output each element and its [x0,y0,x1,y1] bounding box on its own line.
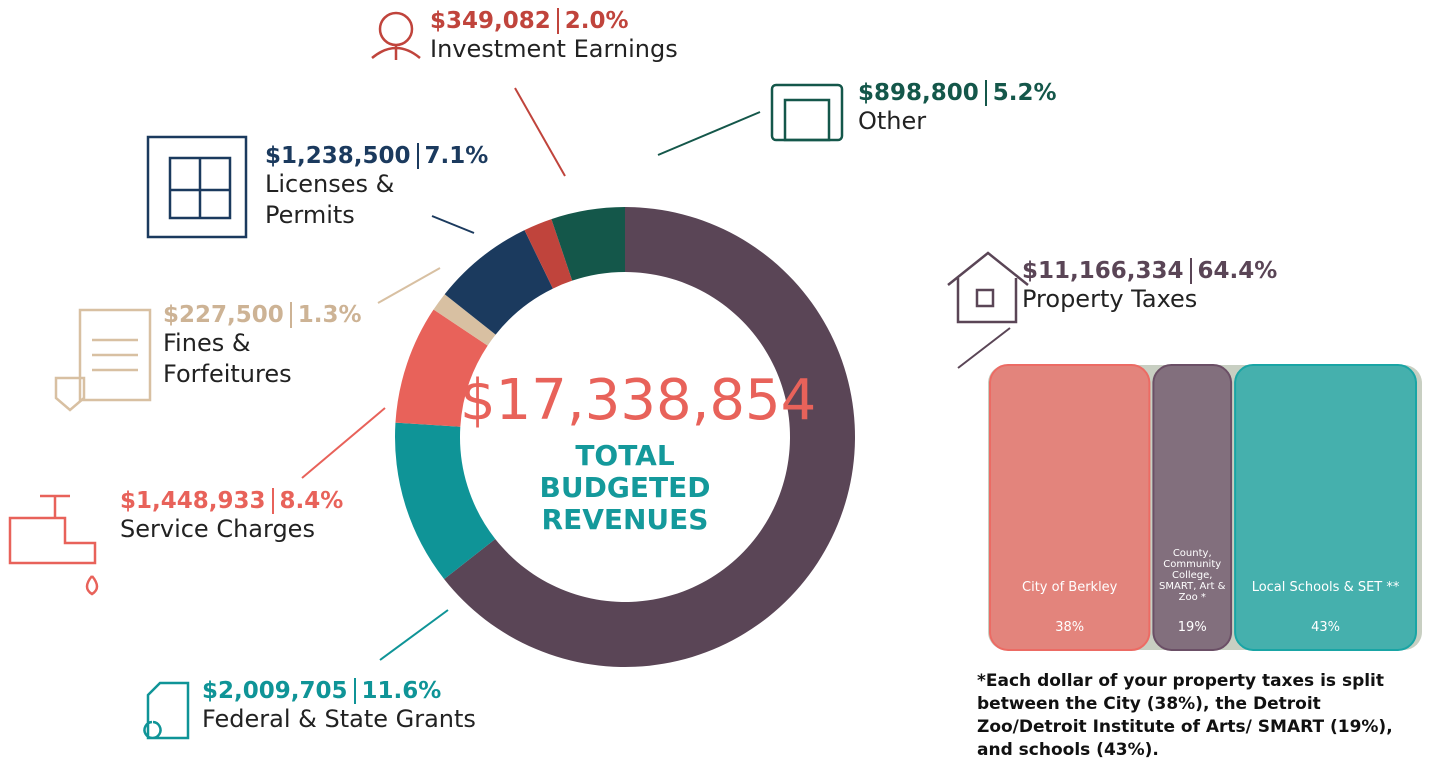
leader-line [514,87,566,177]
leader-line [657,111,761,156]
icon [770,83,844,142]
icon [378,11,414,47]
slice-name: Fines & Forfeitures [163,329,292,388]
slice-amount: $1,238,500 7.1% [265,143,489,169]
split-percent: 43% [1311,620,1340,635]
amount: $227,500 [163,302,284,328]
total-value: $17,338,854 [460,368,817,433]
percent: 5.2% [984,80,1057,106]
leader-line [431,215,475,234]
slice-label: $227,500 1.3% Fines & Forfeitures [163,302,363,390]
donut-slice [395,422,496,580]
amount: $1,238,500 [265,143,411,169]
slice-label: $1,448,933 8.4% Service Charges [120,488,380,545]
percent: 11.6% [353,678,442,704]
slice-name: Other [858,107,927,135]
percent: 7.1% [416,143,489,169]
split-percent: 38% [1055,620,1085,635]
donut-slice [433,294,496,346]
slice-name: Investment Earnings [430,35,678,63]
icon [783,98,831,142]
amount: $11,166,334 [1022,258,1184,284]
total-label: TOTAL BUDGETED REVENUES [539,439,711,536]
slice-name: Service Charges [120,515,315,543]
donut-slice [524,219,573,289]
amount: $898,800 [858,80,979,106]
slice-name: Property Taxes [1022,285,1198,313]
slice-name: Federal & State Grants [202,705,476,733]
icon [947,251,1029,324]
icon [8,494,99,596]
donut-slice [444,230,553,335]
split-name: County, Community College, SMART, Art & … [1159,548,1226,603]
icon [143,681,190,740]
slice-amount: $11,166,334 64.4% [1022,258,1278,284]
split-name: Local Schools & SET ** [1251,580,1400,595]
slice-amount: $1,448,933 8.4% [120,488,380,514]
amount: $349,082 [430,8,551,34]
donut-slice [395,309,488,427]
slice-amount: $227,500 1.3% [163,302,363,328]
split-part [1152,364,1233,651]
slice-amount: $2,009,705 11.6% [202,678,562,704]
slice-label: $898,800 5.2% Other [858,80,1058,137]
slice-label: $349,082 2.0% Investment Earnings [430,8,760,65]
slice-amount: $349,082 2.0% [430,8,760,34]
footnote: *Each dollar of your property taxes is s… [977,671,1393,760]
leader-line [301,407,386,479]
split-part [989,364,1151,651]
leader-line [377,267,441,304]
donut-slice [551,207,625,281]
icon [371,46,421,60]
split-name: City of Berkley [1022,580,1118,595]
slice-label: $1,238,500 7.1% Licenses & Permits [265,143,489,231]
percent: 64.4% [1189,258,1278,284]
split-percent: 19% [1177,620,1207,635]
icons [8,11,1029,740]
amount: $2,009,705 [202,678,348,704]
slice-label: $11,166,334 64.4% Property Taxes [1022,258,1278,315]
slice-label: $2,009,705 11.6% Federal & State Grants [202,678,562,735]
percent: 8.4% [271,488,344,514]
leaders [301,87,1011,661]
amount: $1,448,933 [120,488,266,514]
icon [54,308,152,412]
icon [146,135,248,239]
percent: 2.0% [556,8,629,34]
percent: 1.3% [289,302,362,328]
icon [975,288,995,308]
leader-line [957,327,1011,369]
leader-line [379,609,449,661]
donut-slice [444,207,855,667]
slice-amount: $898,800 5.2% [858,80,1058,106]
split-part [1234,364,1417,651]
slice-name: Licenses & Permits [265,170,395,229]
